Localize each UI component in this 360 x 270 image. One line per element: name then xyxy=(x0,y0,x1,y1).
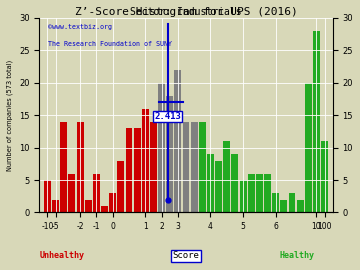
Bar xyxy=(313,31,320,212)
Bar xyxy=(272,193,279,212)
Bar xyxy=(183,122,189,212)
Text: Sector: Industrials: Sector: Industrials xyxy=(130,7,242,17)
Bar xyxy=(305,83,312,212)
Text: ©www.textbiz.org: ©www.textbiz.org xyxy=(48,24,112,30)
Bar xyxy=(52,200,59,212)
Bar xyxy=(109,193,116,212)
Y-axis label: Number of companies (573 total): Number of companies (573 total) xyxy=(7,60,13,171)
Text: Score: Score xyxy=(172,251,199,260)
Bar xyxy=(85,200,92,212)
Bar xyxy=(280,200,287,212)
Bar xyxy=(240,180,247,212)
Bar xyxy=(158,83,165,212)
Text: 2.413: 2.413 xyxy=(154,112,181,121)
Bar xyxy=(264,174,271,212)
Bar xyxy=(288,193,296,212)
Bar xyxy=(150,122,157,212)
Bar xyxy=(134,128,141,212)
Bar xyxy=(93,174,100,212)
Bar xyxy=(231,154,238,212)
Bar xyxy=(166,96,173,212)
Bar xyxy=(44,180,51,212)
Bar xyxy=(142,109,149,212)
Bar xyxy=(60,122,67,212)
Bar xyxy=(223,141,230,212)
Bar xyxy=(174,70,181,212)
Bar xyxy=(126,128,132,212)
Bar xyxy=(68,174,75,212)
Bar xyxy=(248,174,255,212)
Text: Healthy: Healthy xyxy=(280,251,315,260)
Text: The Research Foundation of SUNY: The Research Foundation of SUNY xyxy=(48,41,172,47)
Bar xyxy=(199,122,206,212)
Bar xyxy=(191,122,198,212)
Bar xyxy=(101,206,108,212)
Bar xyxy=(256,174,263,212)
Text: Unhealthy: Unhealthy xyxy=(39,251,84,260)
Bar xyxy=(77,122,84,212)
Bar xyxy=(207,154,214,212)
Bar xyxy=(215,161,222,212)
Bar xyxy=(297,200,303,212)
Title: Z’-Score Histogram for UPS (2016): Z’-Score Histogram for UPS (2016) xyxy=(75,7,297,17)
Bar xyxy=(321,141,328,212)
Bar xyxy=(117,161,124,212)
